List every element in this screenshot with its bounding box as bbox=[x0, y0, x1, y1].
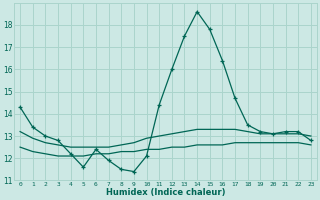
X-axis label: Humidex (Indice chaleur): Humidex (Indice chaleur) bbox=[106, 188, 225, 197]
